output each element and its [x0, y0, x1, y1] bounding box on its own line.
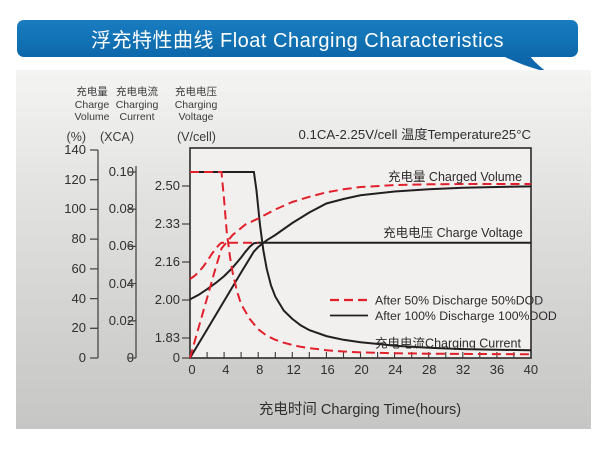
legend-label-100dod: After 100% Discharge 100%DOD — [375, 309, 557, 323]
tick-label: 20 — [71, 320, 86, 336]
voltage-axis-ticks — [182, 185, 190, 359]
tick-label: 12 — [286, 362, 301, 377]
tick-label: 0 — [188, 362, 196, 377]
tick-label: 2.33 — [154, 216, 180, 231]
axis-header-line: Charge — [74, 98, 110, 111]
charge-voltage-100dod-curve — [189, 241, 531, 301]
tick-label: 2.00 — [154, 292, 180, 307]
tick-label: 0.10 — [108, 164, 134, 179]
page-title: 浮充特性曲线 Float Charging Characteristics — [90, 30, 505, 52]
tick-label: 2.50 — [154, 178, 180, 193]
charging-current-50dod-curve — [190, 171, 532, 356]
legend: After 50% Discharge 50%DOD After 100% Di… — [330, 294, 557, 323]
charged-volume-50dod-curve — [189, 183, 531, 359]
tick-label: 40 — [523, 362, 539, 377]
tick-label: 120 — [64, 171, 86, 187]
tick-label: 0.04 — [108, 275, 134, 291]
test-condition-note: 0.1CA-2.25V/cell 温度Temperature25°C — [298, 127, 532, 142]
charged-volume-100dod-curve — [189, 185, 532, 359]
tick-label: 0.08 — [108, 201, 134, 217]
tick-label: 8 — [256, 362, 264, 377]
axis-header-line: Charging — [174, 98, 218, 111]
tick-label: 0.06 — [108, 238, 134, 254]
tick-label: 32 — [455, 362, 471, 377]
axis-header-line: Current — [119, 111, 155, 123]
tick-label: 1.83 — [154, 330, 180, 345]
tick-label: 36 — [489, 362, 505, 377]
axis-header-line: 充电电流 — [116, 86, 158, 98]
tick-label: 100 — [64, 201, 86, 217]
charged-volume-label: 充电量 Charged Volume — [388, 169, 522, 184]
unit-xca: (XCA) — [99, 130, 134, 144]
charging-current-100dod-curve — [190, 171, 532, 352]
tick-label: 0.02 — [108, 312, 134, 328]
axis-header-charging-voltage: 充电电压 Charging Voltage — [159, 86, 233, 124]
tick-label: 0 — [78, 349, 86, 365]
unit-vcell: (V/cell) — [177, 130, 216, 144]
axis-header-line: Voltage — [178, 111, 214, 123]
tick-label: 28 — [422, 362, 437, 377]
volume-axis-line — [90, 149, 99, 359]
axis-header-charge-volume: 充电量 Charge Volume — [55, 86, 129, 124]
charge-voltage-label: 充电电压 Charge Voltage — [383, 225, 523, 240]
x-axis-title: 充电时间 Charging Time(hours) — [258, 402, 462, 418]
tick-label: 80 — [71, 231, 86, 247]
x-axis-minor-ticks — [206, 352, 515, 358]
tick-label: 140 — [64, 142, 86, 157]
curves-group — [189, 171, 532, 359]
tick-label: 4 — [222, 362, 230, 377]
tick-label: 60 — [71, 260, 86, 276]
current-axis-line — [128, 166, 137, 359]
unit-percent: (%) — [66, 130, 86, 144]
axis-header-line: 充电量 — [76, 86, 108, 98]
axis-header-charging-current: 充电电流 Charging Current — [100, 86, 174, 124]
tick-label: 20 — [354, 362, 369, 377]
axis-header-line: Charging — [115, 98, 159, 111]
charge-voltage-50dod-curve — [189, 241, 259, 280]
tick-label: 2.16 — [154, 254, 180, 269]
axis-header-line: Volume — [74, 111, 110, 123]
tick-label: 24 — [388, 362, 403, 377]
charging-current-label: 充电电流Charging Current — [375, 336, 521, 351]
title-banner: 浮充特性曲线 Float Charging Characteristics — [17, 20, 578, 57]
volume-axis-tick-labels: 140 120 100 80 60 40 20 0 — [56, 143, 86, 365]
x-axis-tick-labels: 0 4 8 12 16 20 24 28 32 36 40 — [180, 363, 543, 377]
banner-tail-icon — [503, 56, 547, 72]
voltage-axis-tick-labels: 2.50 2.33 2.16 2.00 1.83 — [146, 179, 180, 345]
axis-header-line: 充电电压 — [175, 86, 217, 98]
legend-label-50dod: After 50% Discharge 50%DOD — [375, 294, 543, 308]
voltage-axis-zero-label: 0 — [172, 350, 180, 365]
tick-label: 40 — [71, 290, 86, 306]
tick-label: 16 — [320, 362, 335, 377]
